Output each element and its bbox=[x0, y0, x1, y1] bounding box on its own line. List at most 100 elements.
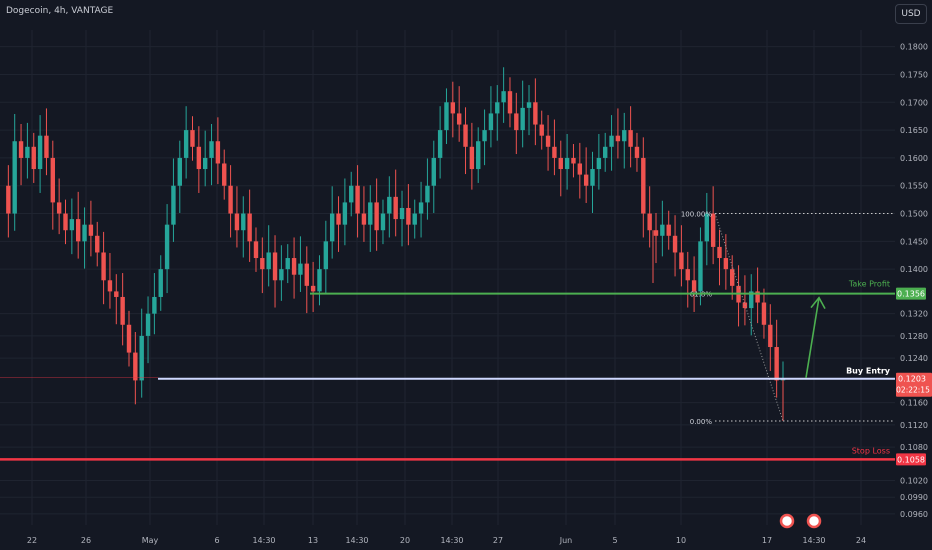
candle-body bbox=[603, 146, 608, 158]
candle-body bbox=[539, 124, 544, 136]
candle-body bbox=[279, 269, 284, 281]
candle-body bbox=[571, 157, 576, 164]
candle-body bbox=[653, 230, 659, 236]
y-tick-label: 0.1800 bbox=[900, 43, 928, 52]
x-tick-label: 6 bbox=[214, 536, 219, 545]
candle-body bbox=[456, 113, 462, 125]
candle-body bbox=[196, 146, 202, 170]
candle-body bbox=[50, 157, 55, 203]
candle-body bbox=[329, 213, 335, 242]
candle-body bbox=[291, 258, 297, 275]
candle-body bbox=[774, 347, 779, 381]
candle-body bbox=[520, 107, 525, 131]
candle-body bbox=[482, 130, 487, 142]
candle-body bbox=[691, 280, 697, 292]
candle-body bbox=[228, 185, 233, 214]
event-icon bbox=[779, 513, 795, 529]
candle-body bbox=[31, 146, 36, 170]
candle-body bbox=[425, 185, 430, 203]
candle-body bbox=[501, 91, 506, 103]
candle-body bbox=[698, 241, 703, 292]
y-tick-label: 0.1450 bbox=[900, 237, 928, 246]
candle-body bbox=[56, 202, 62, 214]
y-tick-label: 0.1500 bbox=[900, 210, 928, 219]
currency-button[interactable]: USD bbox=[895, 4, 927, 24]
y-tick-label: 0.1240 bbox=[900, 354, 928, 363]
candle-body bbox=[234, 213, 240, 231]
candle-body bbox=[310, 285, 316, 292]
take-profit-price-badge bbox=[896, 287, 926, 300]
candle-body bbox=[120, 296, 125, 325]
y-tick-label: 0.1750 bbox=[900, 70, 928, 79]
candle-body bbox=[183, 130, 189, 158]
y-tick-label: 0.1400 bbox=[900, 265, 928, 274]
candle-body bbox=[704, 213, 710, 242]
candle-body bbox=[260, 258, 265, 270]
candle-body bbox=[285, 258, 290, 270]
y-tick-label: 0.1550 bbox=[900, 182, 928, 191]
candle-body bbox=[590, 169, 595, 186]
candle-body bbox=[583, 174, 589, 186]
y-tick-label: 0.1280 bbox=[900, 332, 928, 341]
candle-body bbox=[577, 163, 583, 175]
candle-body bbox=[526, 102, 532, 108]
candle-body bbox=[406, 207, 411, 225]
take-profit-label: Take Profit bbox=[848, 280, 890, 289]
candle-body bbox=[222, 163, 227, 186]
x-tick-label: 10 bbox=[676, 536, 686, 545]
candle-body bbox=[190, 130, 195, 147]
candle-body bbox=[755, 291, 760, 303]
candle-body bbox=[139, 335, 144, 381]
candle-body bbox=[158, 269, 163, 297]
candle-body bbox=[647, 213, 652, 231]
candle-body bbox=[152, 296, 157, 314]
fib-level-label: 100.00% bbox=[681, 211, 712, 219]
y-tick-label: 0.1120 bbox=[900, 421, 928, 430]
candle-body bbox=[399, 207, 405, 220]
candle-body bbox=[253, 241, 259, 259]
x-tick-label: 17 bbox=[762, 536, 772, 545]
projection-arrow-head bbox=[810, 296, 826, 310]
candle-body bbox=[552, 146, 557, 158]
candle-body bbox=[761, 302, 767, 325]
candle-body bbox=[75, 219, 81, 242]
candle-body bbox=[317, 269, 322, 292]
bar-countdown: 02:22:15 bbox=[896, 386, 930, 395]
candle-body bbox=[336, 213, 341, 225]
candle-body bbox=[641, 157, 646, 214]
candle-body bbox=[349, 185, 354, 203]
x-tick-label: 20 bbox=[400, 536, 410, 545]
candle-body bbox=[431, 157, 436, 186]
candle-body bbox=[596, 157, 602, 170]
candle-body bbox=[69, 219, 75, 231]
candle-body bbox=[558, 157, 563, 170]
y-tick-label: 0.1160 bbox=[900, 399, 928, 408]
candle-body bbox=[412, 213, 417, 225]
candle-body bbox=[368, 202, 373, 225]
stop-loss-price-badge bbox=[896, 453, 926, 466]
candle-body bbox=[749, 291, 754, 309]
candle-body bbox=[533, 102, 538, 125]
buy-entry-label: Buy Entry bbox=[846, 367, 891, 376]
candle-body bbox=[723, 258, 729, 270]
candles bbox=[6, 67, 786, 421]
x-tick-label: 5 bbox=[612, 536, 617, 545]
x-tick-label: 14:30 bbox=[345, 536, 368, 545]
candle-body bbox=[488, 113, 494, 131]
current-price: 0.1203 bbox=[898, 375, 926, 384]
candle-body bbox=[25, 146, 30, 158]
candle-body bbox=[418, 202, 424, 214]
candle-body bbox=[444, 102, 449, 131]
candle-body bbox=[634, 146, 640, 158]
candle-body bbox=[545, 135, 551, 147]
candle-body bbox=[177, 157, 182, 186]
y-tick-label: 0.1600 bbox=[900, 154, 928, 163]
candle-body bbox=[247, 213, 252, 242]
candle-body bbox=[463, 124, 468, 147]
candle-body bbox=[437, 130, 443, 158]
candle-body bbox=[82, 224, 87, 242]
candle-body bbox=[44, 135, 49, 158]
candle-body bbox=[266, 252, 271, 270]
y-tick-label: 0.1080 bbox=[900, 443, 928, 452]
